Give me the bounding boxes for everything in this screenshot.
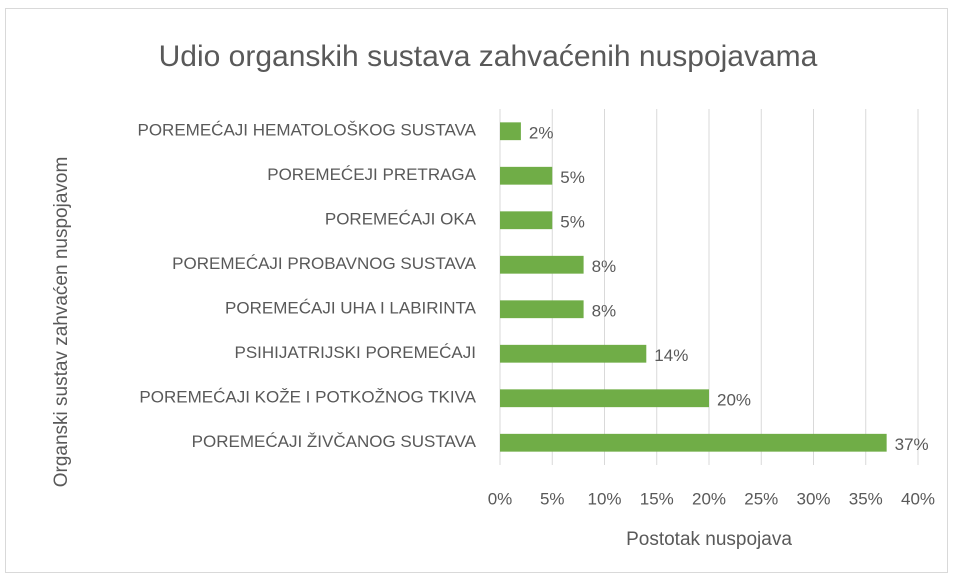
x-tick-label: 10% <box>587 489 621 508</box>
y-tick-label: POREMEĆAJI OKA <box>325 210 477 229</box>
data-label: 37% <box>895 435 929 454</box>
x-tick-label: 35% <box>849 489 883 508</box>
y-tick-label: POREMEĆEJI PRETRAGA <box>267 165 476 184</box>
x-tick-label: 25% <box>744 489 778 508</box>
x-tick-label: 0% <box>488 489 513 508</box>
bar <box>500 344 647 363</box>
bar <box>500 166 553 185</box>
bar <box>500 122 521 141</box>
data-label: 5% <box>560 213 585 232</box>
y-tick-label: POREMEĆAJI PROBAVNOG SUSTAVA <box>172 254 477 273</box>
bar <box>500 255 584 274</box>
data-label: 14% <box>654 346 688 365</box>
data-label: 20% <box>717 391 751 410</box>
x-tick-label: 40% <box>901 489 935 508</box>
bar <box>500 433 887 452</box>
chart-title: Udio organskih sustava zahvaćenih nuspoj… <box>159 40 818 73</box>
data-label: 8% <box>592 257 617 276</box>
data-label: 8% <box>592 302 617 321</box>
bar <box>500 211 553 230</box>
bar <box>500 300 584 319</box>
x-tick-label: 30% <box>796 489 830 508</box>
bar <box>500 389 709 408</box>
x-tick-label: 15% <box>640 489 674 508</box>
y-axis-label: Organski sustav zahvaćen nuspojavom <box>51 157 72 488</box>
y-tick-label: PSIHIJATRIJSKI POREMEĆAJI <box>234 343 476 362</box>
x-tick-label: 5% <box>540 489 565 508</box>
y-tick-label: POREMEĆAJI ŽIVČANOG SUSTAVA <box>192 432 477 451</box>
y-tick-label: POREMEĆAJI UHA I LABIRINTA <box>225 299 477 318</box>
chart-frame <box>5 8 948 573</box>
data-label: 5% <box>560 168 585 187</box>
y-tick-label: POREMEĆAJI HEMATOLOŠKOG SUSTAVA <box>138 121 477 140</box>
data-label: 2% <box>529 124 554 143</box>
y-tick-label: POREMEĆAJI KOŽE I POTKOŽNOG TKIVA <box>139 388 476 407</box>
x-tick-label: 20% <box>692 489 726 508</box>
x-axis-label: Postotak nuspojava <box>626 529 792 550</box>
